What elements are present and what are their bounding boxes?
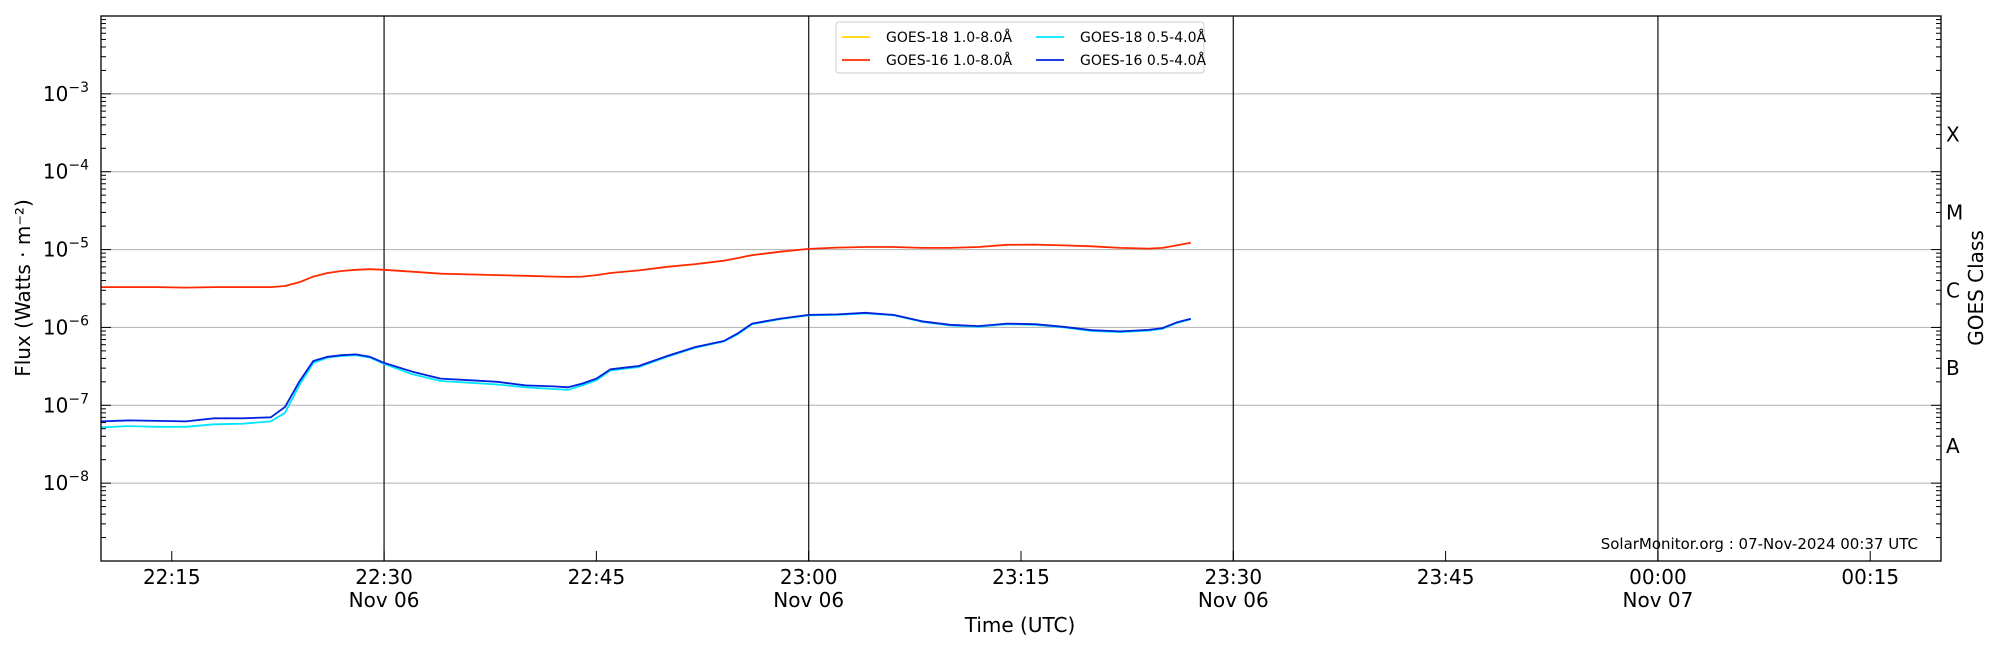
y-tick-label: 10−8 (43, 469, 89, 495)
y-tick-label: 10−4 (43, 158, 89, 184)
y-tick-labels: 10−8 10−7 10−6 10−5 10−4 10−3 (43, 80, 89, 495)
x-tick-label: 23:00 (780, 565, 838, 589)
goes-class-label: X (1946, 123, 1960, 147)
y-tick-label: 10−7 (43, 391, 89, 417)
grid-lines (101, 93, 1941, 484)
x-tick-label: 23:45 (1417, 565, 1475, 589)
x-axis-title: Time (UTC) (964, 613, 1076, 637)
series-line (100, 311, 1192, 423)
legend-entry-label: GOES-18 0.5-4.0Å (1080, 29, 1206, 46)
legend-entry-label: GOES-16 0.5-4.0Å (1080, 52, 1206, 69)
goes-class-labels: A B C M X (1946, 123, 1963, 458)
y-tick-label: 10−5 (43, 236, 89, 262)
x-tick-date-label: Nov 06 (349, 588, 420, 612)
goes-class-label: A (1946, 434, 1960, 458)
legend-entry-label: GOES-16 1.0-8.0Å (886, 52, 1012, 69)
y-axis-title: Flux (Watts · m⁻²) (11, 199, 35, 377)
x-tick-label: 00:15 (1841, 565, 1899, 589)
vertical-day-lines (383, 16, 1659, 561)
x-tick-label: 23:15 (992, 565, 1050, 589)
x-tick-date-label: Nov 06 (773, 588, 844, 612)
series-lines (100, 241, 1192, 429)
series-line (101, 241, 1191, 289)
x-tick-date-label: Nov 06 (1198, 588, 1269, 612)
x-tick-label: 22:30 (355, 565, 413, 589)
x-tick-label: 22:15 (143, 565, 201, 589)
goes-class-label: M (1946, 200, 1963, 224)
legend-box (835, 21, 1205, 74)
axis-ticks (101, 15, 1941, 562)
y-tick-label: 10−6 (43, 313, 89, 339)
x-tick-label: 23:30 (1204, 565, 1262, 589)
y-tick-label: 10−3 (43, 80, 89, 106)
x-tick-label: 22:45 (568, 565, 626, 589)
x-tick-label: 00:00 (1629, 565, 1687, 589)
y2-axis-title: GOES Class (1964, 230, 1988, 346)
goes-class-label: B (1946, 356, 1960, 380)
legend: GOES-18 1.0-8.0Å GOES-16 1.0-8.0Å GOES-18 … (835, 21, 1206, 74)
goes-class-label: C (1946, 278, 1960, 302)
x-tick-date-label: Nov 07 (1623, 588, 1694, 612)
solarmonitor-annotation: SolarMonitor.org : 07-Nov-2024 00:37 UTC (1601, 535, 1918, 553)
legend-entry-label: GOES-18 1.0-8.0Å (886, 29, 1012, 46)
